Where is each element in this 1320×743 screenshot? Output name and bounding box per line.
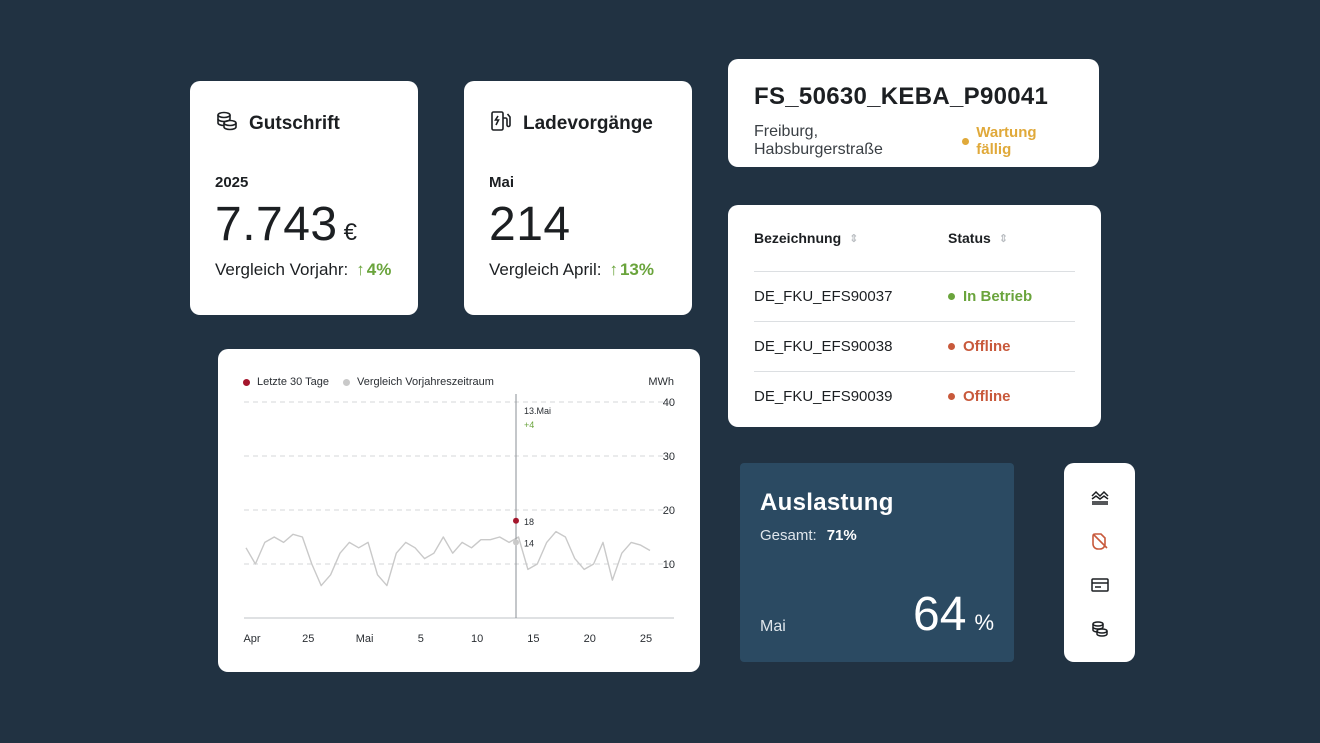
arrow-up-icon: ↑: [356, 260, 365, 279]
column-header-name-label: Bezeichnung: [754, 230, 842, 246]
x-tick-label: 20: [584, 633, 596, 645]
side-icon-rail: [1064, 463, 1135, 662]
charging-station-icon: [489, 109, 513, 138]
x-tick-label: 15: [527, 633, 539, 645]
chart-unit: MWh: [648, 376, 674, 388]
table-row[interactable]: DE_FKU_EFS90037 In Betrieb: [754, 272, 1075, 322]
charging-kpi-period: Mai: [489, 174, 515, 191]
sort-icon[interactable]: ⇕: [849, 232, 859, 245]
station-subline: Freiburg, Habsburgerstraße Wartung fälli…: [754, 123, 1073, 159]
marker-current: [513, 517, 519, 524]
connectors-table: Bezeichnung ⇕ Status ⇕ DE_FKU_EFS90037 I…: [728, 205, 1101, 427]
column-header-name[interactable]: Bezeichnung ⇕: [754, 230, 948, 246]
utilization-total-label: Gesamt:: [760, 527, 817, 544]
y-tick-label: 30: [663, 451, 675, 463]
charging-kpi-title: Ladevorgänge: [523, 112, 653, 134]
legend-item-current: Letzte 30 Tage: [243, 376, 329, 388]
utilization-value-row: 64 %: [913, 587, 994, 642]
utilization-unit: %: [974, 610, 994, 635]
x-tick-label: 25: [640, 633, 652, 645]
credit-kpi-compare: Vergleich Vorjahr: ↑ 4%: [215, 260, 394, 280]
line-chart[interactable]: 10 20 30 40 Apr 25 Mai 5 10 15 20 25 18 14 13.Mai +4: [218, 349, 700, 672]
credit-kpi-value: 7.743: [215, 198, 338, 251]
legend-item-previous: Vergleich Vorjahreszeitraum: [342, 376, 494, 388]
y-tick-label: 40: [663, 397, 675, 409]
utilization-total: Gesamt: 71%: [760, 527, 994, 544]
utilization-month: Mai: [760, 618, 786, 635]
utilization-total-value: 71%: [826, 527, 857, 544]
series-line-previous: [245, 530, 651, 587]
chart-legend: Letzte 30 Tage Vergleich Vorjahreszeitra…: [243, 376, 494, 388]
x-tick-label: 10: [471, 633, 483, 645]
station-id: FS_50630_KEBA_P90041: [754, 83, 1049, 110]
charging-kpi-delta: ↑ 13%: [609, 260, 654, 280]
table-row[interactable]: DE_FKU_EFS90039 Offline: [754, 372, 1075, 421]
x-tick-label: 25: [302, 633, 314, 645]
station-status: Wartung fällig: [962, 124, 1073, 158]
utilization-value: 64: [913, 588, 967, 641]
connector-name: DE_FKU_EFS90037: [754, 288, 893, 305]
utilization-panel: Auslastung Gesamt: 71% Mai 64 %: [740, 463, 1014, 662]
legend-swatch: [342, 378, 350, 386]
legend-label: Vergleich Vorjahreszeitraum: [356, 376, 494, 388]
status-dot: [948, 393, 955, 400]
credit-kpi-value-row: 7.743 €: [215, 197, 394, 252]
coins-icon: [215, 109, 239, 138]
connector-status: Offline: [948, 388, 1011, 405]
table-header: Bezeichnung ⇕ Status ⇕: [754, 205, 1075, 272]
credit-kpi-compare-label: Vergleich Vorjahr:: [215, 260, 349, 279]
credit-kpi-delta-value: 4%: [366, 260, 392, 279]
station-card[interactable]: FS_50630_KEBA_P90041 Freiburg, Habsburge…: [728, 59, 1099, 167]
sort-icon[interactable]: ⇕: [998, 232, 1009, 245]
card-icon[interactable]: [1089, 575, 1111, 595]
connector-status-label: Offline: [963, 388, 1011, 405]
station-status-label: Wartung fällig: [976, 124, 1037, 158]
credit-kpi-header: Gutschrift: [215, 109, 394, 138]
chart-menu-icon[interactable]: [1089, 487, 1111, 507]
tooltip-date: 13.Mai: [524, 406, 551, 416]
status-dot: [962, 137, 970, 145]
connector-name: DE_FKU_EFS90038: [754, 338, 893, 355]
marker-label-current: 18: [524, 517, 534, 527]
station-location: Freiburg, Habsburgerstraße: [754, 123, 883, 158]
connector-status-label: Offline: [963, 338, 1011, 355]
x-tick-label: 5: [418, 633, 424, 645]
y-tick-label: 20: [663, 505, 675, 517]
tooltip-delta: +4: [524, 420, 534, 430]
charging-kpi-compare-label: Vergleich April:: [489, 260, 602, 279]
x-tick-label: Mai: [356, 633, 374, 645]
credit-kpi-card: Gutschrift 2025 7.743 € Vergleich Vorjah…: [190, 81, 418, 315]
arrow-up-icon: ↑: [609, 260, 618, 279]
coins-icon[interactable]: [1089, 619, 1111, 639]
credit-kpi-unit: €: [343, 219, 357, 246]
charging-kpi-value-row: 214: [489, 197, 668, 252]
connector-status: Offline: [948, 338, 1011, 355]
connector-name: DE_FKU_EFS90039: [754, 388, 893, 405]
x-tick-label: Apr: [243, 633, 260, 645]
charging-kpi-header: Ladevorgänge: [489, 109, 668, 138]
credit-kpi-title: Gutschrift: [249, 112, 340, 134]
credit-kpi-delta: ↑ 4%: [356, 260, 391, 280]
status-dot: [948, 293, 955, 300]
credit-kpi-period: 2025: [215, 174, 249, 191]
utilization-title: Auslastung: [760, 489, 894, 516]
legend-swatch: [243, 378, 250, 386]
marker-label-previous: 14: [524, 538, 534, 548]
charging-kpi-card: Ladevorgänge Mai 214 Vergleich April: ↑ …: [464, 81, 692, 315]
marker-previous: [513, 539, 519, 546]
no-charging-icon[interactable]: [1089, 531, 1111, 551]
connector-status-label: In Betrieb: [963, 288, 1033, 305]
y-tick-label: 10: [663, 559, 675, 571]
energy-chart-card: Letzte 30 Tage Vergleich Vorjahreszeitra…: [218, 349, 700, 672]
charging-kpi-delta-value: 13%: [619, 260, 654, 279]
status-dot: [948, 343, 955, 350]
legend-label: Letzte 30 Tage: [257, 376, 329, 388]
connector-status: In Betrieb: [948, 288, 1032, 305]
column-header-status-label: Status: [948, 230, 991, 246]
charging-kpi-compare: Vergleich April: ↑ 13%: [489, 260, 668, 280]
column-header-status[interactable]: Status ⇕: [948, 230, 1008, 246]
charging-kpi-value: 214: [489, 198, 571, 251]
table-row[interactable]: DE_FKU_EFS90038 Offline: [754, 322, 1075, 372]
